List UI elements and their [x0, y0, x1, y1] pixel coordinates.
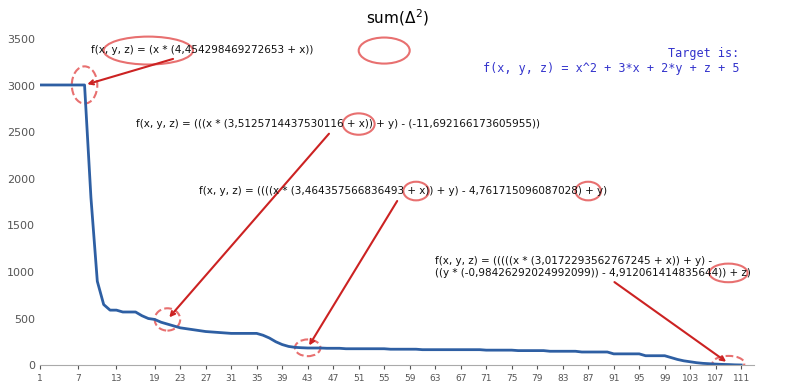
- Text: Target is:
f(x, y, z) = x^2 + 3*x + 2*y + z + 5: Target is: f(x, y, z) = x^2 + 3*x + 2*y …: [483, 47, 740, 75]
- Text: f(x, y, z) = (((x * (3,5125714437530116 + x)) + y) - (-11,692166173605955)): f(x, y, z) = (((x * (3,5125714437530116 …: [135, 119, 539, 316]
- Title: sum($\Delta^2$): sum($\Delta^2$): [366, 7, 428, 28]
- Text: f(x, y, z) = (x * (4,454298469272653 + x)): f(x, y, z) = (x * (4,454298469272653 + x…: [90, 45, 314, 84]
- Text: f(x, y, z) = (((((x * (3,0172293562767245 + x)) + y) -
((y * (-0,984262920249920: f(x, y, z) = (((((x * (3,017229356276724…: [435, 256, 751, 360]
- Text: f(x, y, z) = ((((x * (3,464357566836493 + x)) + y) - 4,761715096087028) + y): f(x, y, z) = ((((x * (3,464357566836493 …: [199, 186, 607, 344]
